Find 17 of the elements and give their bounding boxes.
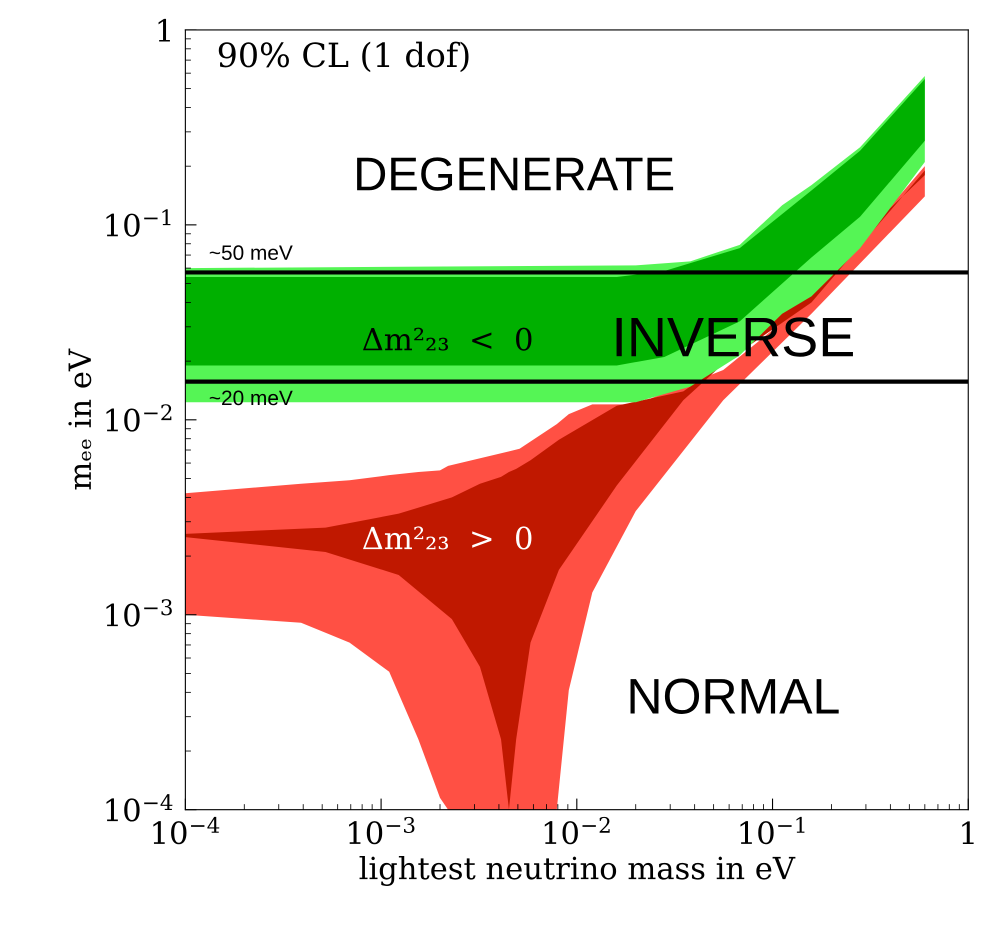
x-tick-label: 10$^{−3}$ xyxy=(349,816,414,844)
y-tick-label: 10$^{−2}$ xyxy=(106,404,172,432)
x-tick-label: 1 xyxy=(962,821,974,844)
y-tick-label: 10$^{−3}$ xyxy=(106,599,172,627)
ref-line-label: ~50 meV xyxy=(210,245,293,260)
ref-line-label: ~20 meV xyxy=(210,390,293,406)
y-axis-title: mₑₑ in eV xyxy=(68,348,92,490)
annotation: 90% CL (1 dof) xyxy=(218,42,469,72)
x-tick-label: 10$^{−1}$ xyxy=(740,816,804,844)
annotation: DEGENERATE xyxy=(357,157,674,191)
x-tick-label: 10$^{−2}$ xyxy=(544,816,610,844)
y-tick-label: 10$^{−1}$ xyxy=(106,209,170,237)
annotation: Δm²₂₃ > 0 xyxy=(362,526,532,550)
y-tick-label: 1 xyxy=(158,18,170,42)
annotation: Δm²₂₃ < 0 xyxy=(362,328,532,351)
annotation: NORMAL xyxy=(630,678,839,714)
x-axis-title: lightest neutrino mass in eV xyxy=(360,856,796,886)
